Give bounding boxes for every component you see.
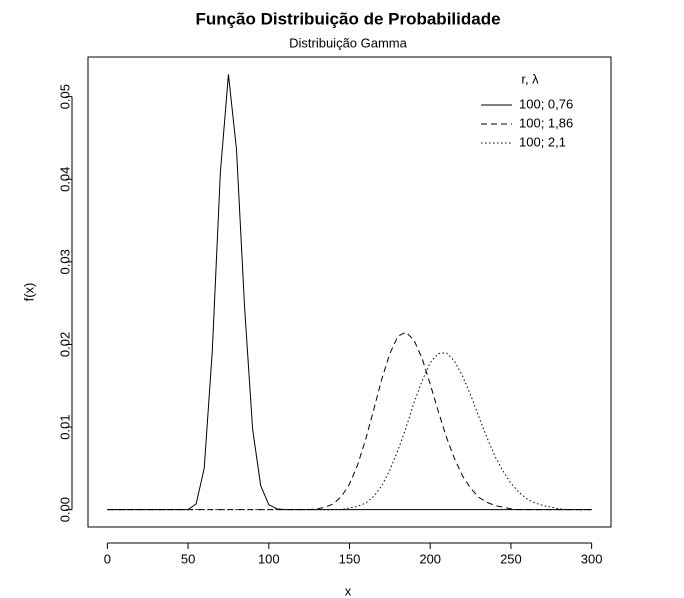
y-tick-label: 0.02 [57,332,72,357]
series-line [107,331,592,511]
x-tick-label: 250 [500,551,522,566]
legend-label: 100; 0,76 [519,96,573,111]
y-tick-label: 0.04 [57,167,72,192]
legend-label: 100; 2,1 [519,134,566,149]
x-tick-label: 200 [419,551,441,566]
y-tick-label: 0.01 [57,414,72,439]
x-tick-label: 50 [181,551,195,566]
series-line [107,352,592,511]
y-axis-label: f(x) [21,283,36,302]
x-tick-label: 100 [258,551,280,566]
y-tick-label: 0.03 [57,249,72,274]
x-tick-label: 0 [104,551,111,566]
legend-title: r, λ [521,71,539,86]
legend-label: 100; 1,86 [519,115,573,130]
chart-title: Função Distribuição de Probabilidade [195,9,500,28]
chart-subtitle: Distribuição Gamma [289,35,408,50]
y-tick-label: 0.05 [57,84,72,109]
plot-frame [87,56,612,528]
y-tick-label: 0.00 [57,497,72,522]
x-axis-label: x [345,583,352,598]
x-tick-label: 150 [339,551,361,566]
x-tick-label: 300 [581,551,603,566]
